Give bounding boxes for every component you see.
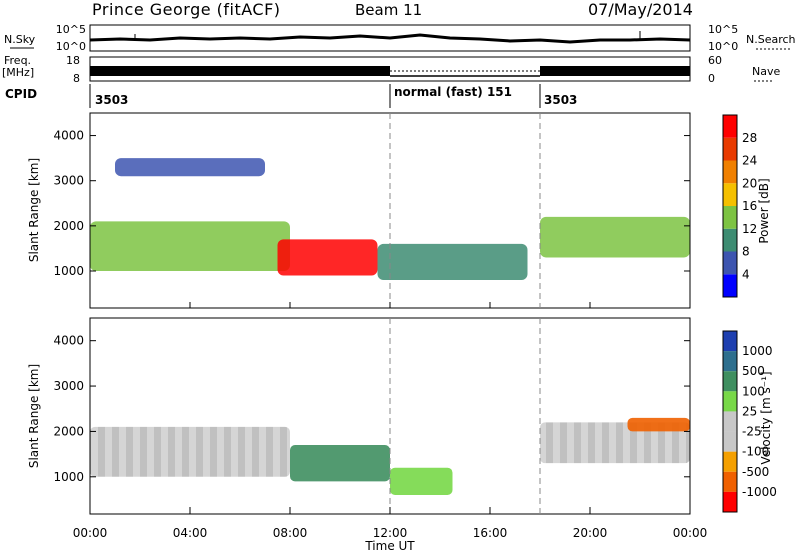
freq-left-tick-top: 18 xyxy=(66,54,80,67)
freq-label-line1: Freq. xyxy=(4,54,31,67)
velocity-colorbar-bin xyxy=(723,411,737,432)
power-colorbar-tick: 16 xyxy=(742,199,757,213)
freq-panel: Freq. [MHz] 18 8 60 0 Nave xyxy=(2,54,780,85)
power-panel: 4000 3000 2000 1000 Slant Range [km] 28 24 20… xyxy=(27,112,771,309)
nave-label: Nave xyxy=(752,65,780,78)
velocity-colorbar-tick: -500 xyxy=(742,465,769,479)
beam-title: Beam 11 xyxy=(355,1,422,19)
x-tick-label: 04:00 xyxy=(173,526,208,540)
freq-bar-2 xyxy=(540,66,690,76)
power-region xyxy=(540,216,690,258)
velocity-colorbar-frame xyxy=(722,330,738,513)
velocity-colorbar-tick: 1000 xyxy=(742,344,773,358)
power-region xyxy=(377,243,528,281)
velocity-colorbar-bin xyxy=(723,371,737,392)
power-region xyxy=(277,239,378,276)
velocity-panel: 4000 3000 2000 1000 Slant Range [km] 1000 50… xyxy=(27,317,777,515)
power-colorbar-tick: 8 xyxy=(742,245,750,259)
power-colorbar-bin xyxy=(723,183,737,206)
power-colorbar-tick: 20 xyxy=(742,176,757,190)
noise-right-tick-bottom: 10^0 xyxy=(708,40,738,53)
velocity-colorbar-tick: -100 xyxy=(742,445,769,459)
velocity-colorbar-tick: 25 xyxy=(742,404,757,418)
cpid-seg-1: 3503 xyxy=(95,93,128,107)
x-axis-label: Time UT xyxy=(364,539,415,553)
noise-sky-trace xyxy=(89,33,691,44)
power-colorbar-bin xyxy=(723,251,737,275)
noise-right-label: N.Search xyxy=(746,33,796,46)
noise-panel: N.Sky 10^5 10^0 10^5 10^0 N.Search xyxy=(4,23,796,53)
power-colorbar-bin xyxy=(723,115,737,138)
y-tick-label: 2000 xyxy=(53,424,84,438)
x-tick-label: 00:00 xyxy=(73,526,108,540)
y-tick-label: 2000 xyxy=(53,219,84,233)
date-title: 07/May/2014 xyxy=(588,0,693,19)
velocity-colorbar-tick: 100 xyxy=(742,384,765,398)
power-colorbar-bin xyxy=(723,228,737,252)
cpid-seg-2: normal (fast) 151 xyxy=(394,85,512,99)
noise-left-label: N.Sky xyxy=(4,33,36,46)
power-ylabel: Slant Range [km] xyxy=(27,158,41,262)
freq-label-line2: [MHz] xyxy=(2,66,34,79)
power-colorbar-bin xyxy=(723,160,737,184)
y-tick-label: 3000 xyxy=(53,379,84,393)
power-region xyxy=(90,221,290,271)
velocity-colorbar-bin xyxy=(723,451,737,472)
velocity-colorbar-tick: 500 xyxy=(742,364,765,378)
velocity-colorbar: 1000 500 100 25 -25 -100 -500 -1000 xyxy=(722,330,777,513)
power-colorbar-tick: 24 xyxy=(742,154,757,168)
power-colorbar: 28 24 20 16 12 8 4 xyxy=(722,114,757,298)
velocity-region xyxy=(290,445,390,482)
velocity-region xyxy=(540,422,690,464)
power-colorbar-tick: 28 xyxy=(742,131,757,145)
noise-left-tick-top: 10^5 xyxy=(56,23,86,36)
y-tick-label: 1000 xyxy=(53,264,84,278)
station-title: Prince George (fitACF) xyxy=(92,0,281,19)
power-colorbar-tick: 12 xyxy=(742,222,757,236)
power-data xyxy=(90,158,690,281)
power-colorbar-tick: 4 xyxy=(742,267,750,281)
y-tick-label: 4000 xyxy=(53,129,84,143)
cpid-seg-3: 3503 xyxy=(544,93,577,107)
velocity-colorbar-bin xyxy=(723,471,737,492)
x-tick-label: 08:00 xyxy=(273,526,308,540)
power-colorbar-bin xyxy=(723,137,737,161)
velocity-colorbar-bin xyxy=(723,391,737,412)
y-tick-label: 1000 xyxy=(53,470,84,484)
velocity-region xyxy=(390,467,453,495)
x-tick-label: 00:00 xyxy=(673,526,708,540)
cpid-label: CPID xyxy=(5,87,37,101)
velocity-data xyxy=(90,417,690,495)
power-colorbar-frame xyxy=(722,114,738,298)
freq-bar-1 xyxy=(90,66,390,76)
x-tick-label: 12:00 xyxy=(373,526,408,540)
power-colorbar-bin xyxy=(723,206,737,229)
nave-right-tick-bottom: 0 xyxy=(708,72,715,85)
velocity-region xyxy=(627,417,690,432)
velocity-colorbar-bin xyxy=(723,331,737,352)
velocity-region xyxy=(90,426,290,477)
nave-right-tick-top: 60 xyxy=(708,54,722,67)
velocity-colorbar-bin xyxy=(723,351,737,372)
x-axis: 00:00 04:00 08:00 12:00 16:00 20:00 00:00 xyxy=(73,302,708,540)
cpid-panel: CPID 3503 normal (fast) 151 3503 xyxy=(5,84,577,108)
noise-left-tick-bottom: 10^0 xyxy=(56,40,86,53)
velocity-ylabel: Slant Range [km] xyxy=(27,364,41,468)
velocity-colorbar-bin xyxy=(723,491,737,512)
freq-left-tick-bottom: 8 xyxy=(73,72,80,85)
power-cbar-label: Power [dB] xyxy=(757,178,771,243)
velocity-colorbar-tick: -1000 xyxy=(742,485,777,499)
power-region xyxy=(115,158,265,177)
noise-right-tick-top: 10^5 xyxy=(708,23,738,36)
x-tick-label: 20:00 xyxy=(573,526,608,540)
y-tick-label: 4000 xyxy=(53,334,84,348)
velocity-colorbar-tick: -25 xyxy=(742,425,762,439)
y-tick-label: 3000 xyxy=(53,174,84,188)
x-tick-label: 16:00 xyxy=(473,526,508,540)
velocity-cbar-label: Velocity [m s⁻¹] xyxy=(759,371,773,464)
velocity-colorbar-bin xyxy=(723,431,737,452)
power-colorbar-bin xyxy=(723,274,737,297)
